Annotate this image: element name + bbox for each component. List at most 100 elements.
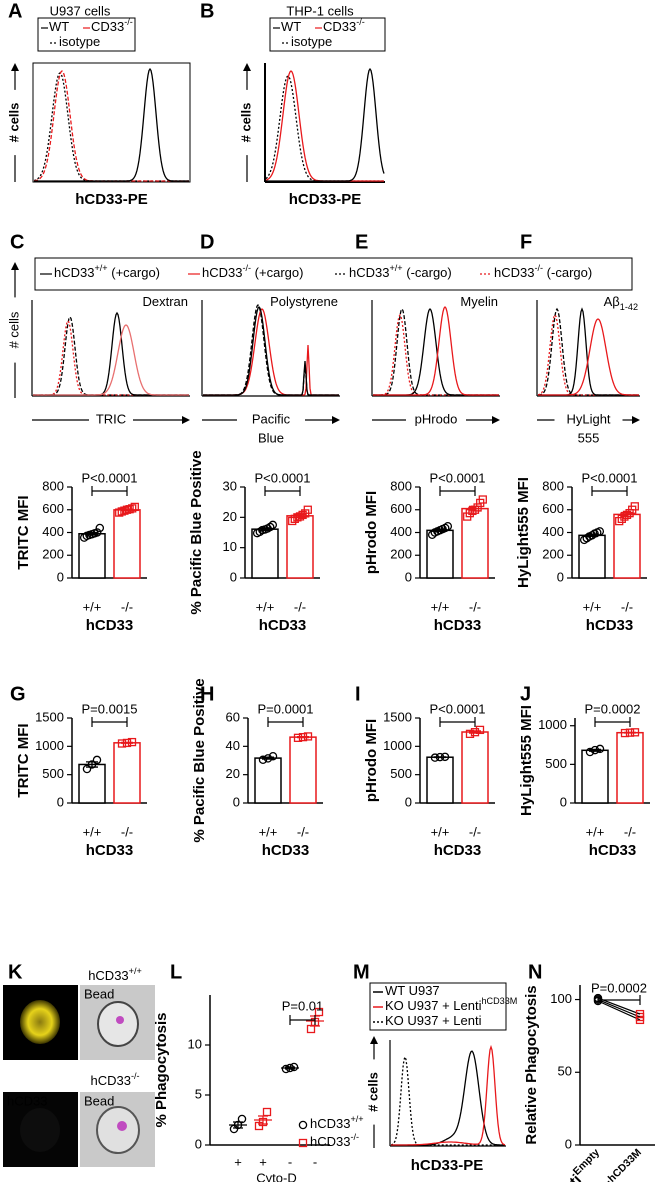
annotation: P<0.0001 xyxy=(429,701,485,716)
channel-label: Bead xyxy=(84,1093,114,1108)
data-point xyxy=(630,502,639,511)
image-title-part: -/- xyxy=(131,1071,140,1081)
legend-box xyxy=(369,982,507,1031)
annotation: P<0.0001 xyxy=(581,470,637,485)
panel-title: THP-1 cells xyxy=(286,3,354,18)
plot-frame xyxy=(32,62,191,183)
x-tick-label: +/+ xyxy=(256,599,275,614)
legend-entry: isotype xyxy=(59,34,100,49)
data-point xyxy=(298,1120,308,1130)
axis-label: hCD33 xyxy=(86,617,134,634)
data-point xyxy=(298,1138,308,1148)
arrow-head xyxy=(492,416,500,424)
cargo-label: Myelin xyxy=(460,294,498,309)
legend-entry-part: hCD33 xyxy=(202,265,242,280)
y-tick-label: 100 xyxy=(550,991,572,1006)
axis-label: TRIC xyxy=(96,411,126,426)
y-tick-label: 600 xyxy=(542,501,564,516)
y-tick-label: 200 xyxy=(42,547,64,562)
panel-letter: G xyxy=(10,683,26,705)
data-point xyxy=(590,745,600,755)
bar xyxy=(613,513,641,579)
y-tick-label: 0 xyxy=(560,794,567,809)
cargo-label-part: 1-42 xyxy=(620,302,638,312)
y-tick-label: 60 xyxy=(226,709,240,724)
bar xyxy=(461,731,489,804)
cargo-label-part: Dextran xyxy=(142,294,188,309)
y-tick-label: 400 xyxy=(390,524,412,539)
legend-entry-part: (+cargo) xyxy=(108,265,160,280)
data-point xyxy=(615,516,624,526)
y-tick-label: 1000 xyxy=(383,738,412,753)
legend-entry-part: (+cargo) xyxy=(251,265,303,280)
panel-letter: M xyxy=(353,961,370,983)
error-bar xyxy=(621,511,633,517)
legend-entry-part: isotype xyxy=(59,34,100,49)
annotation: P<0.0001 xyxy=(429,470,485,485)
data-point xyxy=(95,523,105,533)
axis-label: hCD33 xyxy=(259,617,307,634)
legend-entry: hCD33-/- (-cargo) xyxy=(494,263,592,280)
legend-entry: isotype xyxy=(291,34,332,49)
panel-letter: N xyxy=(528,961,542,983)
x-tick-label: +/+ xyxy=(259,824,278,839)
axis-label: Blue xyxy=(258,430,284,445)
legend-entry: CD33-/- xyxy=(91,17,133,34)
legend-entry-part: -/- xyxy=(356,17,365,27)
histogram-curve xyxy=(33,70,189,182)
y-tick-label: 0 xyxy=(195,1136,202,1151)
y-tick-label: 1000 xyxy=(35,738,64,753)
annotation: P=0.0001 xyxy=(257,701,313,716)
y-tick-label: 0 xyxy=(565,1136,572,1151)
annotation: P=0.0002 xyxy=(584,701,640,716)
error-bar xyxy=(86,531,98,536)
x-tick-label: - xyxy=(313,1154,317,1169)
histogram-curve xyxy=(33,324,189,396)
arrow-head xyxy=(243,63,251,71)
axis-label: HyLight555 MFI xyxy=(515,477,532,588)
y-tick-label: 500 xyxy=(42,766,64,781)
annotation: P=0.0015 xyxy=(81,701,137,716)
data-point xyxy=(595,527,605,536)
channel-label: hCD33 xyxy=(7,986,47,1001)
axis-label: hCD33-PE xyxy=(289,191,362,208)
legend-entry: hCD33+/+ (+cargo) xyxy=(54,263,160,280)
x-tick-label: +/+ xyxy=(583,599,602,614)
error-bar xyxy=(434,528,446,533)
error-bar xyxy=(258,1115,268,1125)
x-tick-label: + xyxy=(259,1154,267,1169)
image-title: hCD33-/- xyxy=(90,1071,139,1088)
legend-entry-part: WT xyxy=(281,19,301,34)
data-point xyxy=(117,507,126,516)
axis-label: pHrodo MFI xyxy=(363,491,380,574)
histogram-curve xyxy=(34,67,189,182)
panel-letter: D xyxy=(200,231,214,253)
y-tick-label: 1000 xyxy=(538,717,567,732)
axis-label: hCD33-PE xyxy=(411,1157,484,1174)
error-bar xyxy=(233,1121,243,1129)
arrow-head xyxy=(11,63,19,71)
legend-entry-part: hCD33 xyxy=(494,265,534,280)
y-tick-label: 200 xyxy=(390,547,412,562)
legend-entry-part: -/- xyxy=(350,1132,359,1142)
panel-letter: I xyxy=(355,683,361,705)
bar xyxy=(578,534,606,579)
annotation: P<0.0001 xyxy=(81,470,137,485)
x-tick-label-part: Empty xyxy=(571,1146,602,1177)
bar xyxy=(581,749,609,804)
data-point xyxy=(268,520,278,530)
panel-letter: H xyxy=(200,683,214,705)
pair-line xyxy=(597,997,641,1015)
axis-label: # cells xyxy=(238,103,253,143)
panel-letter: B xyxy=(200,0,214,22)
legend-entry: hCD33+/+ (-cargo) xyxy=(349,263,452,280)
error-bar xyxy=(586,533,598,538)
data-point xyxy=(290,514,299,523)
axis-label: Pacific xyxy=(252,411,291,426)
error-bar xyxy=(469,505,481,512)
x-tick-label: - xyxy=(288,1154,292,1169)
histogram-curve xyxy=(266,67,385,182)
data-point xyxy=(258,755,268,765)
panel-letter: L xyxy=(170,961,182,983)
